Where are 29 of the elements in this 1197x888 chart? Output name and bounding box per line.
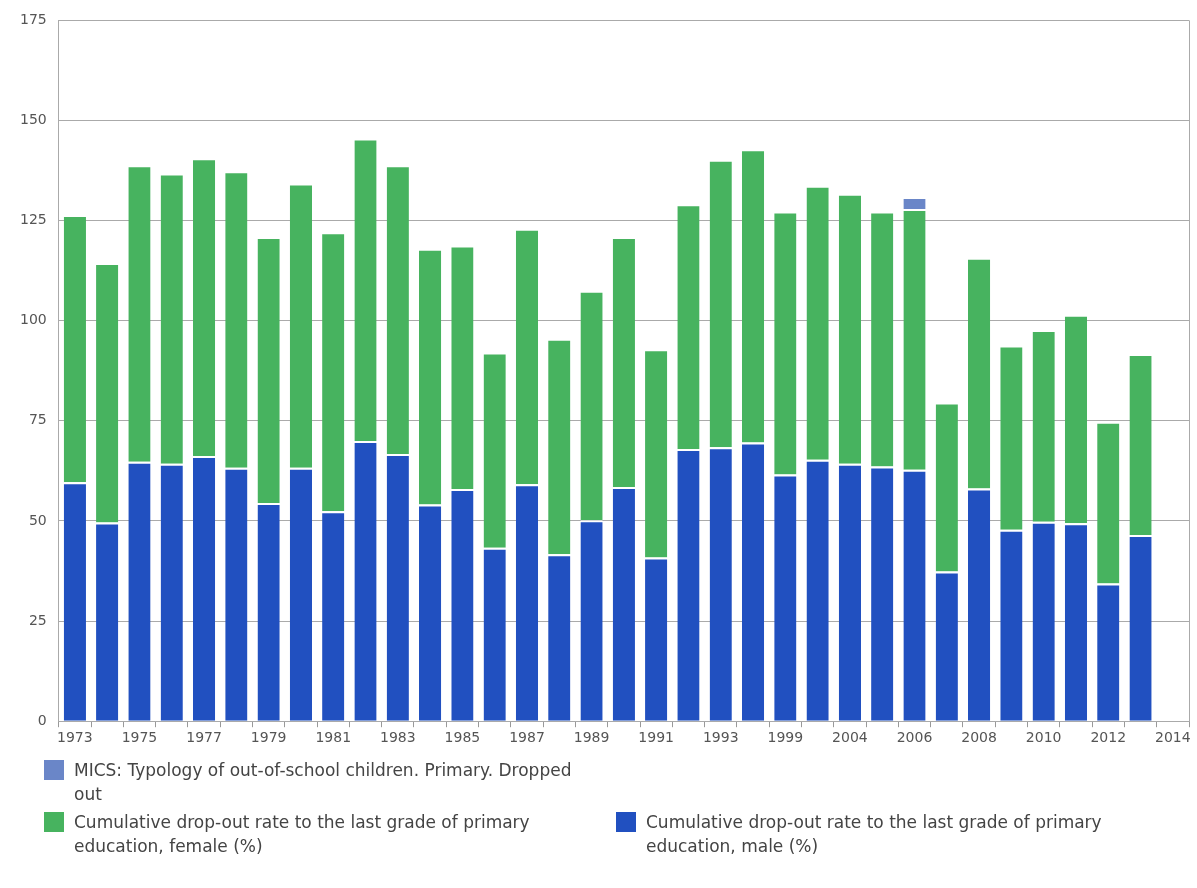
x-tick-label: 1989 (573, 729, 610, 746)
x-tick-label: 1985 (444, 729, 481, 746)
x-tick-label: 2004 (832, 729, 868, 746)
y-tick-label: 150 (19, 111, 47, 128)
x-tick-label: 2010 (1025, 729, 1062, 746)
y-tick-label: 25 (28, 611, 47, 628)
y-tick-label: 75 (28, 411, 47, 428)
x-tick-label: 1979 (250, 729, 287, 746)
y-tick-label: 50 (28, 511, 47, 528)
y-tick-label: 125 (19, 211, 47, 228)
x-tick-label: 1981 (315, 729, 352, 746)
x-tick-label: 2008 (961, 729, 997, 746)
x-tick-label: 1983 (379, 729, 416, 746)
legend-label: MICS: Typology of out-of-school children. Primary. Dropped out (74, 759, 573, 806)
x-tick-label: 1987 (509, 729, 545, 746)
x-tick-label: 1977 (186, 729, 222, 746)
x-tick-label: 2006 (896, 729, 933, 746)
legend-label: Cumulative drop-out rate to the last grade of primary education, male (%) (646, 811, 1103, 858)
x-tick-label: 2014 (1155, 729, 1191, 746)
y-tick-label: 0 (37, 711, 47, 728)
y-tick-label: 175 (19, 11, 47, 28)
y-tick-label: 100 (19, 311, 47, 328)
x-tick-label: 1975 (121, 729, 158, 746)
x-tick-label: 1993 (702, 729, 739, 746)
legend-label: Cumulative drop-out rate to the last grade of primary education, female (%) (74, 811, 531, 858)
x-tick-label: 2012 (1090, 729, 1127, 746)
x-tick-label: 1991 (638, 729, 674, 746)
x-tick-label: 1973 (57, 729, 93, 746)
x-tick-label: 1999 (767, 729, 804, 746)
